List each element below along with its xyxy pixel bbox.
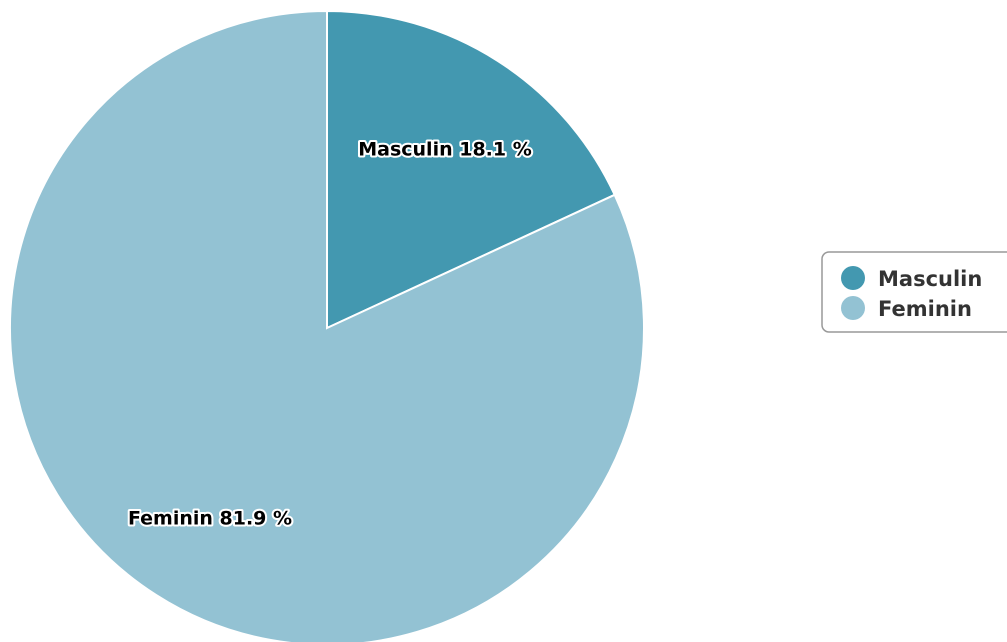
pie-data-labels: Masculin 18.1 % Feminin 81.9 % bbox=[126, 137, 534, 532]
pie-slice-feminin[interactable] bbox=[9, 9, 645, 642]
legend-swatch-feminin bbox=[841, 296, 865, 320]
legend-label-feminin: Feminin bbox=[878, 297, 972, 321]
pie-slices bbox=[9, 9, 645, 642]
pie-slice-masculin[interactable] bbox=[326, 9, 617, 330]
legend-label-masculin: Masculin bbox=[878, 267, 982, 291]
data-label-feminin: Feminin 81.9 % bbox=[128, 508, 292, 530]
legend: Masculin Feminin bbox=[821, 251, 1007, 333]
data-label-masculin: Masculin 18.1 % bbox=[358, 139, 532, 161]
legend-swatch-masculin bbox=[841, 266, 865, 290]
legend-box bbox=[821, 251, 1007, 333]
